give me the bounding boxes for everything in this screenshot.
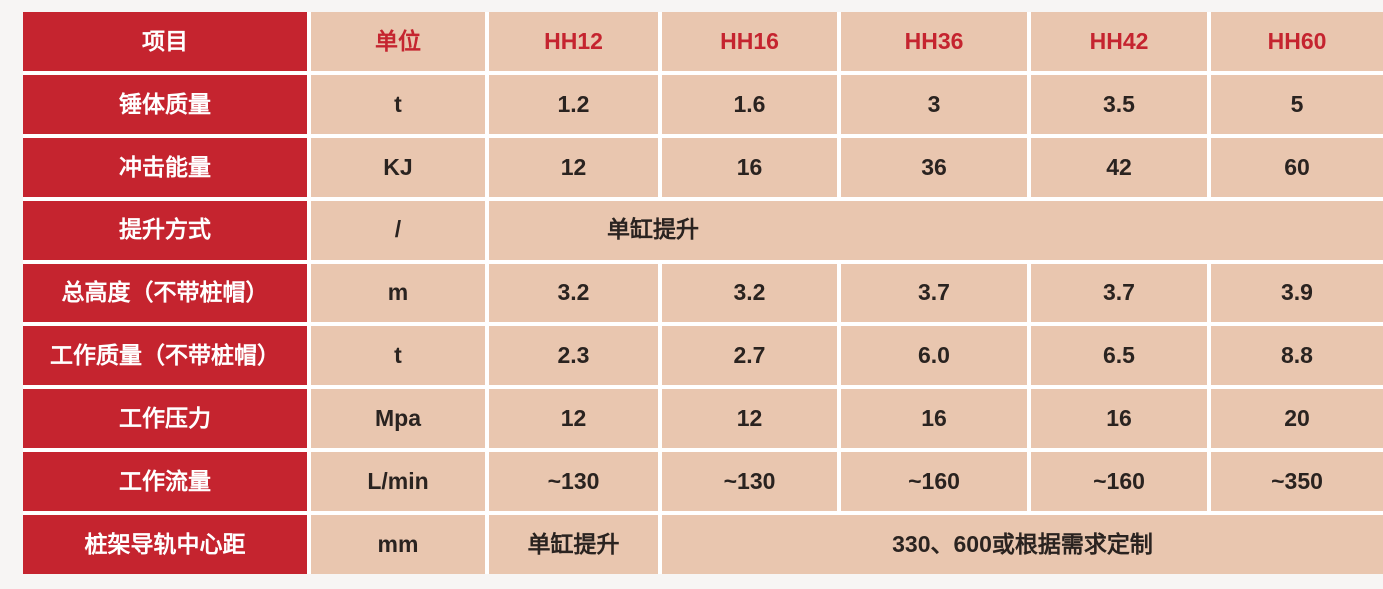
header-item-cell: 项目	[23, 12, 307, 71]
row-label-cell: 桩架导轨中心距	[23, 515, 307, 574]
unit-cell: KJ	[311, 137, 485, 197]
header-model-hh60: HH60	[1211, 12, 1383, 71]
value-cell: 1.6	[662, 74, 837, 134]
value-cell: 3.9	[1211, 263, 1383, 323]
value-cell: 12	[489, 389, 658, 449]
value-cell: 5	[1211, 74, 1383, 134]
value-cell: 3.7	[1031, 263, 1207, 323]
merged-value-cell: 单缸提升	[489, 200, 1383, 260]
value-cell: ~160	[841, 452, 1027, 512]
value-cell: 单缸提升	[489, 515, 658, 574]
row-label-cell: 提升方式	[23, 200, 307, 260]
value-cell: 6.0	[841, 326, 1027, 386]
value-cell: 2.3	[489, 326, 658, 386]
value-cell: 36	[841, 137, 1027, 197]
value-cell: 42	[1031, 137, 1207, 197]
unit-cell: L/min	[311, 452, 485, 512]
value-cell: 3.2	[489, 263, 658, 323]
value-cell: 60	[1211, 137, 1383, 197]
unit-cell: m	[311, 263, 485, 323]
value-cell: 3.7	[841, 263, 1027, 323]
header-model-hh16: HH16	[662, 12, 837, 71]
header-model-hh42: HH42	[1031, 12, 1207, 71]
row-label-cell: 工作压力	[23, 389, 307, 449]
value-cell: ~130	[662, 452, 837, 512]
value-cell: 2.7	[662, 326, 837, 386]
merged-value-cell: 330、600或根据需求定制	[662, 515, 1383, 574]
row-label-cell: 锤体质量	[23, 74, 307, 134]
value-cell: 3.5	[1031, 74, 1207, 134]
unit-cell: t	[311, 326, 485, 386]
value-cell: ~160	[1031, 452, 1207, 512]
value-cell: 12	[662, 389, 837, 449]
value-cell: 6.5	[1031, 326, 1207, 386]
row-label-cell: 工作流量	[23, 452, 307, 512]
row-label-cell: 总高度（不带桩帽）	[23, 263, 307, 323]
value-cell: 12	[489, 137, 658, 197]
header-model-hh12: HH12	[489, 12, 658, 71]
value-cell: 16	[1031, 389, 1207, 449]
value-cell: 3	[841, 74, 1027, 134]
value-cell: 16	[662, 137, 837, 197]
value-cell: 16	[841, 389, 1027, 449]
header-model-hh36: HH36	[841, 12, 1027, 71]
unit-cell: t	[311, 74, 485, 134]
unit-cell: mm	[311, 515, 485, 574]
value-cell: ~350	[1211, 452, 1383, 512]
unit-cell: /	[311, 200, 485, 260]
value-cell: 1.2	[489, 74, 658, 134]
row-label-cell: 冲击能量	[23, 137, 307, 197]
value-cell: 3.2	[662, 263, 837, 323]
hydraulic-hammer-spec-table: 项目 单位 HH12 HH16 HH36 HH42 HH60 锤体质量 t 1.…	[23, 12, 1383, 574]
unit-cell: Mpa	[311, 389, 485, 449]
row-label-cell: 工作质量（不带桩帽）	[23, 326, 307, 386]
value-cell: 8.8	[1211, 326, 1383, 386]
value-cell: 20	[1211, 389, 1383, 449]
value-cell: ~130	[489, 452, 658, 512]
header-unit-cell: 单位	[311, 12, 485, 71]
